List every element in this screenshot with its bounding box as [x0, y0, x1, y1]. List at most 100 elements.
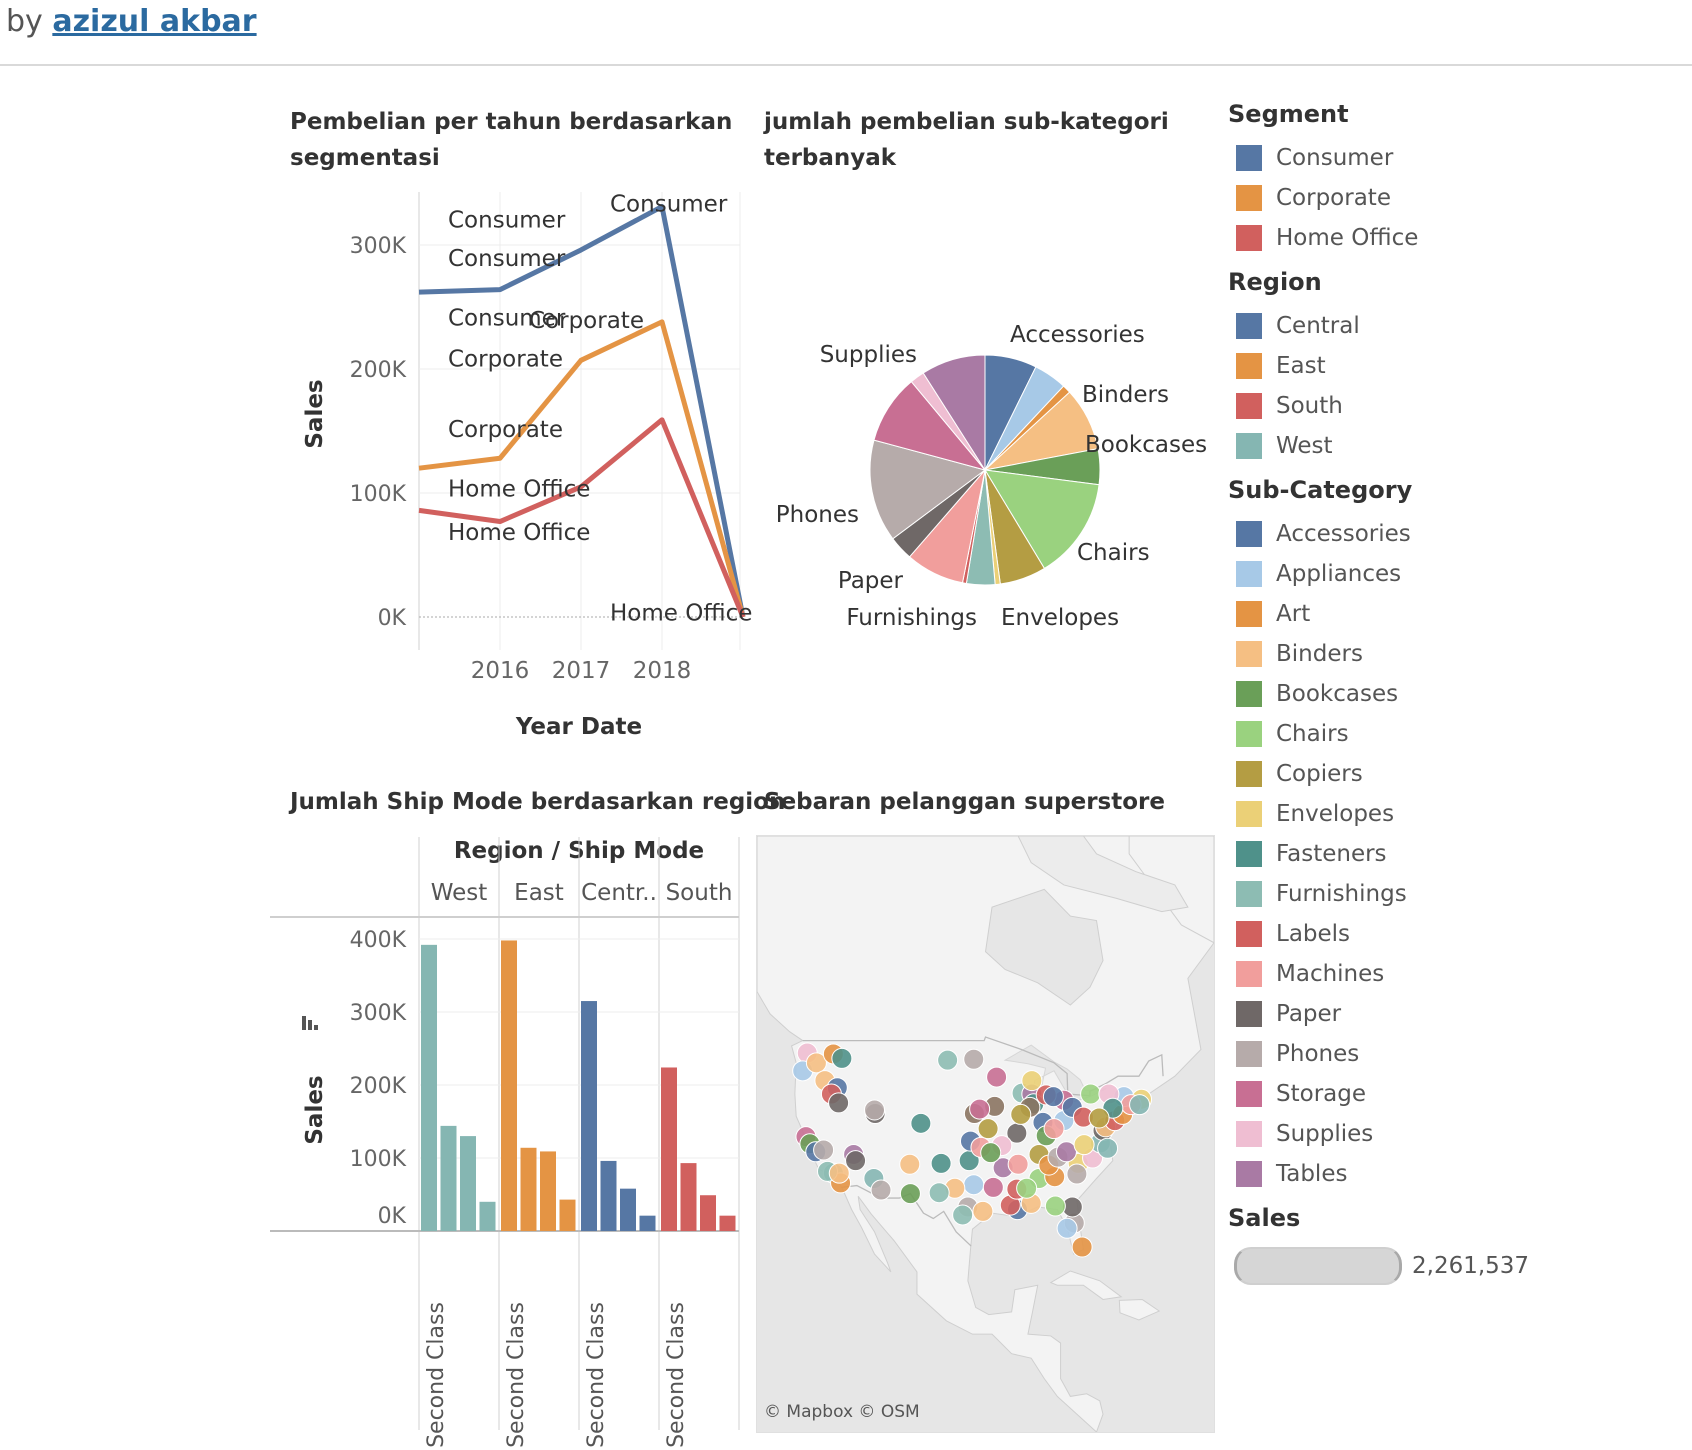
legend-item-segment-corporate[interactable]: Corporate [1228, 178, 1668, 218]
legend-item-subcategory-paper[interactable]: Paper [1228, 994, 1668, 1034]
legend-label: Appliances [1276, 561, 1402, 587]
customer-point[interactable] [963, 1174, 985, 1196]
customer-point[interactable] [831, 1047, 853, 1069]
legend-swatch [1236, 1121, 1262, 1147]
legend-item-segment-consumer[interactable]: Consumer [1228, 138, 1668, 178]
bar[interactable] [540, 1151, 556, 1231]
legend-item-subcategory-tables[interactable]: Tables [1228, 1154, 1668, 1194]
customer-map[interactable] [756, 835, 1215, 1433]
ship-mode-label: Second Class [664, 1302, 689, 1448]
author-link[interactable]: azizul akbar [52, 4, 257, 39]
legend-item-subcategory-art[interactable]: Art [1228, 594, 1668, 634]
legend-item-subcategory-copiers[interactable]: Copiers [1228, 754, 1668, 794]
legend-item-subcategory-accessories[interactable]: Accessories [1228, 514, 1668, 554]
pie-chart[interactable]: Accessories Binders Bookcases Chairs Envelop… [760, 300, 1220, 660]
legend-item-segment-home-office[interactable]: Home Office [1228, 218, 1668, 258]
customer-point[interactable] [813, 1139, 835, 1161]
bar[interactable] [460, 1136, 476, 1231]
bar[interactable] [479, 1201, 496, 1231]
legend-item-subcategory-envelopes[interactable]: Envelopes [1228, 794, 1668, 834]
customer-point[interactable] [977, 1118, 999, 1140]
customer-point[interactable] [1044, 1195, 1066, 1217]
customer-point[interactable] [1071, 1236, 1093, 1258]
customer-point[interactable] [864, 1099, 886, 1121]
customer-point[interactable] [980, 1142, 1002, 1164]
line-data-label: Consumer [610, 192, 728, 218]
bar[interactable] [501, 940, 517, 1231]
bar[interactable] [620, 1188, 636, 1231]
customer-point[interactable] [828, 1092, 850, 1114]
customer-point[interactable] [1007, 1153, 1029, 1175]
legend-label: Accessories [1276, 521, 1411, 547]
bar[interactable] [600, 1160, 617, 1231]
customer-point[interactable] [1055, 1141, 1077, 1163]
pie-slice-chairs[interactable] [984, 469, 1100, 570]
customer-point[interactable] [899, 1153, 921, 1175]
legend-item-subcategory-fasteners[interactable]: Fasteners [1228, 834, 1668, 874]
pie-slice-phones[interactable] [869, 439, 987, 540]
line-chart-title-line1: Pembelian per tahun berdasarkan [290, 109, 733, 135]
bar-chart-title: Jumlah Ship Mode berdasarkan region [290, 789, 786, 815]
legend-item-subcategory-binders[interactable]: Binders [1228, 634, 1668, 674]
legend-item-subcategory-bookcases[interactable]: Bookcases [1228, 674, 1668, 714]
customer-point[interactable] [1097, 1137, 1119, 1159]
legend-item-region-south[interactable]: South [1228, 386, 1668, 426]
legend-label: Art [1276, 601, 1311, 627]
customer-point[interactable] [828, 1162, 850, 1184]
customer-point[interactable] [1042, 1086, 1064, 1108]
legend-item-region-west[interactable]: West [1228, 426, 1668, 466]
legend-item-subcategory-machines[interactable]: Machines [1228, 954, 1668, 994]
customer-point[interactable] [963, 1048, 985, 1070]
customer-point[interactable] [870, 1179, 892, 1201]
customer-point[interactable] [986, 1066, 1008, 1088]
customer-point[interactable] [969, 1098, 991, 1120]
legend-item-region-central[interactable]: Central [1228, 306, 1668, 346]
legend-item-region-east[interactable]: East [1228, 346, 1668, 386]
customer-point[interactable] [805, 1052, 827, 1074]
legend-item-subcategory-furnishings[interactable]: Furnishings [1228, 874, 1668, 914]
customer-point[interactable] [928, 1182, 950, 1204]
legend-label: West [1276, 433, 1333, 459]
bar[interactable] [520, 1147, 537, 1231]
customer-point[interactable] [972, 1200, 994, 1222]
legend-item-subcategory-labels[interactable]: Labels [1228, 914, 1668, 954]
customer-point[interactable] [937, 1049, 959, 1071]
customer-point[interactable] [1073, 1134, 1095, 1156]
bar[interactable] [581, 1001, 597, 1231]
customer-point[interactable] [1021, 1070, 1043, 1092]
bar[interactable] [719, 1215, 736, 1231]
customer-point[interactable] [1080, 1083, 1102, 1105]
customer-point[interactable] [1016, 1177, 1038, 1199]
customer-point[interactable] [899, 1183, 921, 1205]
customer-point[interactable] [1043, 1118, 1065, 1140]
legend-item-subcategory-chairs[interactable]: Chairs [1228, 714, 1668, 754]
customer-point[interactable] [952, 1204, 974, 1226]
bar[interactable] [421, 944, 437, 1231]
customer-point[interactable] [1129, 1094, 1151, 1116]
customer-point[interactable] [1088, 1107, 1110, 1129]
bar[interactable] [680, 1163, 697, 1231]
x-tick-label: 2018 [633, 658, 692, 684]
customer-point[interactable] [845, 1150, 867, 1172]
customer-point[interactable] [910, 1112, 932, 1134]
line-chart[interactable]: 0K 100K 200K 300K 2016 2017 2018 Year Date Sales… [0, 0, 760, 760]
legend-item-subcategory-supplies[interactable]: Supplies [1228, 1114, 1668, 1154]
bar[interactable] [559, 1199, 576, 1231]
customer-point[interactable] [930, 1152, 952, 1174]
customer-point[interactable] [982, 1176, 1004, 1198]
legend-item-subcategory-phones[interactable]: Phones [1228, 1034, 1668, 1074]
legend-swatch [1236, 721, 1262, 747]
bar-chart[interactable]: Region / Ship Mode0K100K200K300K400KSale… [270, 820, 760, 1450]
customer-point[interactable] [1066, 1163, 1088, 1185]
line-series-consumer [418, 204, 746, 618]
bar[interactable] [440, 1125, 457, 1231]
pie-slice-tables[interactable] [922, 354, 986, 472]
legend-item-subcategory-appliances[interactable]: Appliances [1228, 554, 1668, 594]
customer-point[interactable] [1056, 1217, 1078, 1239]
legend-subcategory-list: Accessories Appliances Art Binders Bookcases… [1228, 514, 1668, 1194]
customer-point[interactable] [1010, 1103, 1032, 1125]
bar[interactable] [661, 1067, 677, 1231]
legend-item-subcategory-storage[interactable]: Storage [1228, 1074, 1668, 1114]
bar[interactable] [639, 1215, 656, 1231]
bar[interactable] [700, 1195, 716, 1231]
